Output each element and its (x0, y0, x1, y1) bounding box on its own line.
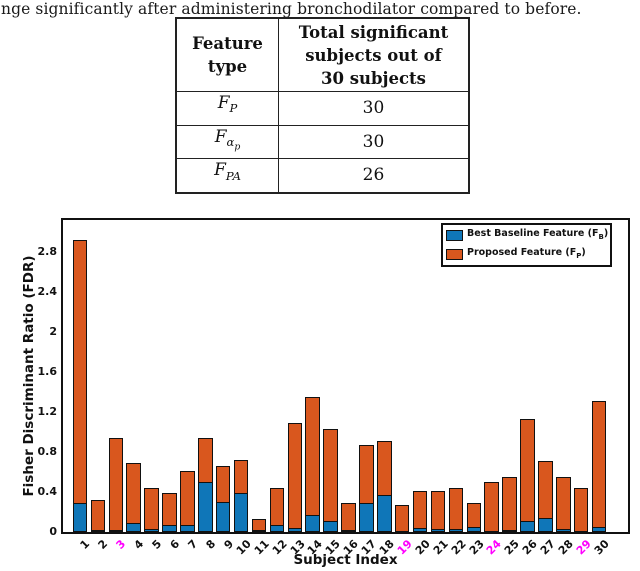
baseline-bar-subject-28 (556, 529, 571, 532)
baseline-bar-subject-18 (377, 495, 392, 532)
baseline-bar-subject-9 (215, 502, 231, 532)
baseline-bar-subject-13 (287, 528, 303, 532)
subject-count: 30 (278, 124, 470, 160)
feature-symbol-fpa: FPA (175, 158, 279, 194)
x-tick-label-7: 7 (185, 537, 200, 552)
baseline-bar-subject-23 (466, 527, 482, 532)
feature-symbol-falpha: Fαp (175, 124, 279, 160)
table-header-row: Feature type Total significant subjects … (175, 17, 470, 92)
x-tick-label-2: 2 (95, 537, 111, 552)
y-tick-label: 0.8 (37, 445, 58, 458)
legend: Best Baseline Feature (FB) Proposed Feat… (441, 223, 612, 267)
x-tick-label-9: 9 (221, 537, 236, 552)
legend-entry-baseline: Best Baseline Feature (FB) (446, 227, 609, 244)
baseline-bar-subject-4 (126, 523, 141, 532)
feature-table: Feature type Total significant subjects … (175, 17, 470, 195)
proposed-bar-subject-24 (484, 482, 499, 532)
table-row: FPA 26 (175, 158, 470, 194)
y-tick-label: 2.4 (37, 285, 58, 298)
proposed-bar-subject-7 (180, 471, 195, 532)
baseline-bar-subject-21 (430, 529, 446, 532)
header-line: subjects out of (305, 45, 442, 65)
proposed-bar-subject-20 (412, 491, 428, 532)
baseline-bar-subject-2 (90, 530, 106, 532)
proposed-bar-subject-16 (341, 503, 356, 532)
baseline-bar-subject-22 (448, 529, 464, 532)
baseline-bar-subject-20 (412, 528, 428, 532)
x-tick-label-6: 6 (167, 537, 182, 552)
baseline-bar-subject-30 (591, 527, 607, 532)
proposed-bar-subject-13 (287, 423, 303, 532)
x-tick-label-4: 4 (131, 537, 147, 552)
baseline-bar-subject-17 (359, 503, 374, 532)
proposed-bar-subject-21 (430, 491, 446, 532)
header-line: type (207, 57, 248, 76)
legend-label-baseline: Best Baseline Feature (FB) (467, 228, 609, 241)
x-axis-label: Subject Index (293, 552, 398, 568)
header-feature-type: Feature type (175, 17, 279, 92)
proposed-bar-subject-26 (520, 419, 535, 532)
proposed-bar-subject-15 (323, 429, 338, 532)
proposed-bar-subject-14 (305, 397, 320, 532)
header-total-significant: Total significant subjects out of 30 sub… (278, 17, 470, 92)
y-tick-label: 0.4 (37, 485, 58, 498)
baseline-bar-subject-12 (269, 525, 285, 532)
baseline-bar-subject-5 (144, 529, 159, 532)
y-tick-label: 1.6 (37, 365, 58, 378)
baseline-bar-subject-14 (305, 515, 320, 532)
feature-symbol-fp: FP (175, 91, 279, 126)
proposed-bar-subject-3 (108, 438, 124, 532)
proposed-bar-subject-1 (72, 240, 88, 532)
baseline-bar-subject-6 (162, 525, 177, 532)
baseline-bar-subject-16 (341, 530, 356, 532)
proposed-bar-subject-29 (573, 488, 589, 532)
legend-label-proposed: Proposed Feature (FP) (467, 246, 586, 260)
proposed-bar-subject-2 (90, 500, 106, 532)
header-line: Feature (192, 34, 263, 53)
header-line: Total significant (298, 22, 449, 42)
proposed-bar-subject-4 (126, 463, 141, 532)
proposed-swatch-icon (446, 248, 463, 260)
baseline-bar-subject-15 (323, 521, 338, 532)
x-tick-label-5: 5 (149, 537, 165, 552)
plot-area (63, 220, 628, 532)
y-axis-label: Fisher Discriminant Ratio (FDR) (21, 255, 37, 497)
plot-frame (61, 218, 630, 534)
y-tick-label: 1.2 (37, 405, 58, 418)
legend-entry-proposed: Proposed Feature (FP) (446, 246, 607, 263)
proposed-bar-subject-30 (591, 401, 607, 532)
baseline-bar-subject-7 (180, 525, 195, 532)
paper-body-text: nge significantly after administering br… (1, 0, 582, 18)
baseline-bar-subject-8 (198, 482, 213, 532)
y-tick-label: 2.8 (37, 245, 58, 258)
baseline-swatch-icon (446, 229, 463, 241)
x-tick-label-1: 1 (77, 537, 93, 552)
proposed-bar-subject-5 (144, 488, 159, 532)
y-tick-label: 2 (49, 325, 57, 338)
proposed-bar-subject-28 (556, 477, 571, 532)
header-line: 30 subjects (321, 68, 426, 88)
proposed-bar-subject-25 (502, 477, 517, 532)
x-tick-label-3: 3 (113, 537, 129, 552)
baseline-bar-subject-26 (520, 521, 535, 532)
baseline-bar-subject-27 (538, 518, 553, 532)
table-row: Fαp 30 (175, 124, 470, 160)
x-tick-label-8: 8 (203, 537, 218, 552)
baseline-bar-subject-10 (233, 493, 249, 532)
baseline-bar-subject-3 (108, 530, 124, 532)
y-tick-label: 0 (49, 525, 57, 538)
proposed-bar-subject-22 (448, 488, 464, 532)
baseline-bar-subject-11 (251, 530, 267, 532)
baseline-bar-subject-1 (72, 503, 88, 532)
table-row: FP 30 (175, 91, 470, 126)
baseline-bar-subject-25 (502, 530, 517, 532)
subject-count: 26 (278, 158, 470, 194)
subject-count: 30 (278, 91, 470, 126)
proposed-bar-subject-19 (394, 505, 410, 532)
